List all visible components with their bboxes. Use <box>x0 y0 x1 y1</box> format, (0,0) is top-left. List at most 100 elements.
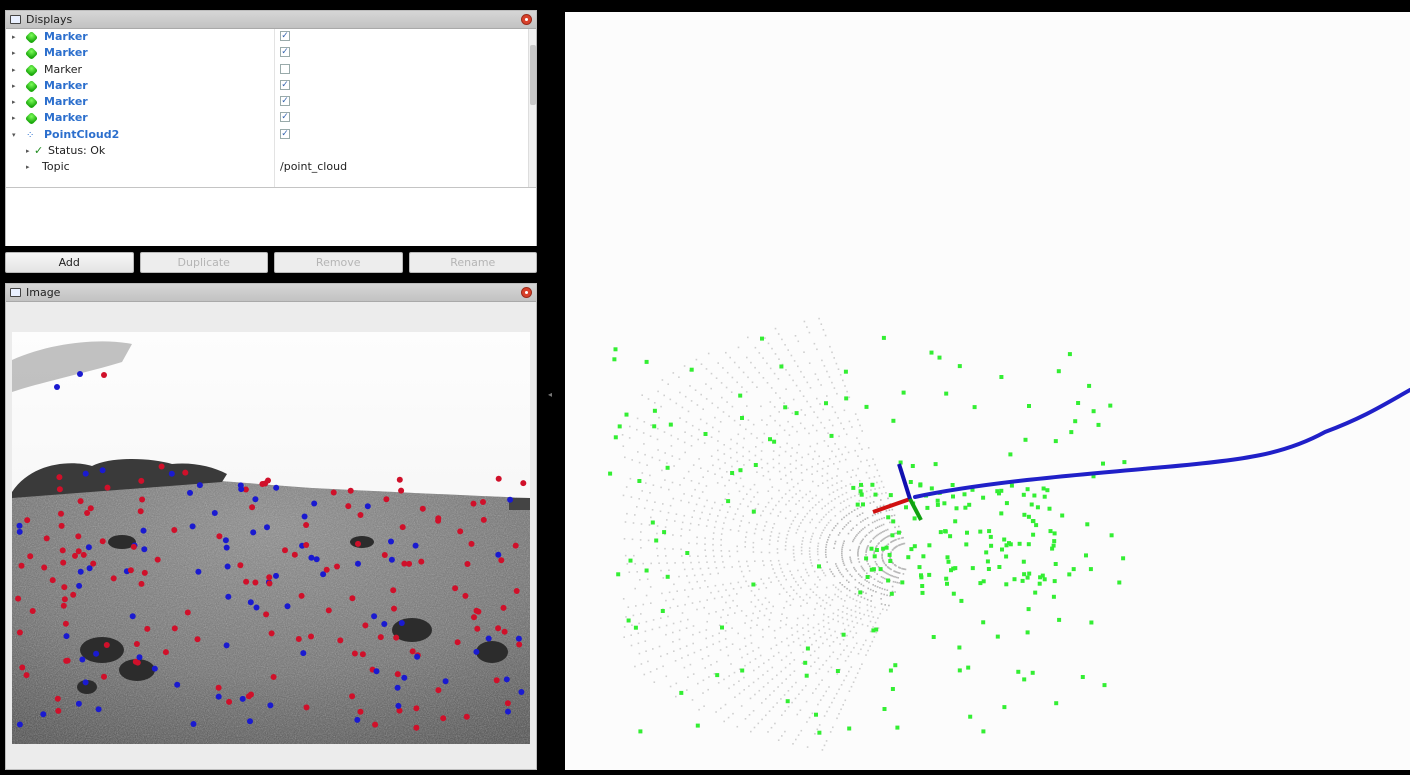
green-point <box>1060 513 1065 518</box>
green-point <box>893 663 898 668</box>
displays-panel-header: Displays <box>6 11 536 29</box>
grey-point <box>837 609 840 611</box>
grey-point <box>689 522 692 525</box>
grey-point <box>778 563 781 566</box>
display-enabled-checkbox[interactable]: ✓ <box>280 128 290 139</box>
grey-point <box>640 613 642 615</box>
grey-point <box>862 568 865 571</box>
grey-point <box>621 434 624 436</box>
grey-point <box>712 464 714 467</box>
display-enabled-checkbox[interactable]: ✓ <box>280 79 290 90</box>
feature-point <box>300 650 307 657</box>
display-row-marker-4[interactable]: ▸ Marker ✓ <box>6 78 536 94</box>
remove-button[interactable]: Remove <box>274 252 403 273</box>
grey-point <box>902 568 904 570</box>
grey-point <box>868 581 870 584</box>
grey-point <box>647 539 650 542</box>
grey-point <box>781 571 784 573</box>
green-point <box>925 505 930 510</box>
grey-point <box>779 424 781 427</box>
grey-point <box>826 561 828 563</box>
3d-render-view[interactable] <box>565 12 1410 770</box>
grey-point <box>824 505 826 507</box>
grey-point <box>841 616 844 619</box>
expand-arrow-icon[interactable]: ▸ <box>26 147 30 156</box>
display-enabled-checkbox[interactable]: ✓ <box>280 112 290 123</box>
grey-point <box>831 424 834 427</box>
grey-point <box>852 538 855 541</box>
display-row-marker-1[interactable]: ▸ Marker ✓ <box>6 29 536 45</box>
display-row-marker-6[interactable]: ▸ Marker ✓ <box>6 110 536 126</box>
grey-point <box>901 537 903 539</box>
close-icon[interactable] <box>521 287 532 298</box>
display-row-pointcloud2[interactable]: ▾ ⁘ PointCloud2 ✓ <box>6 127 536 143</box>
grey-point <box>654 402 656 404</box>
feature-point <box>313 556 320 563</box>
splitter-handle[interactable]: ◂ <box>548 390 553 399</box>
grey-point <box>651 628 654 631</box>
display-enabled-checkbox[interactable] <box>280 63 290 74</box>
expand-arrow-icon[interactable]: ▸ <box>12 114 16 123</box>
duplicate-button[interactable]: Duplicate <box>139 252 268 273</box>
grey-point <box>661 379 664 381</box>
grey-point <box>816 550 819 553</box>
topic-value[interactable]: /point_cloud <box>280 160 348 174</box>
green-point <box>1037 581 1042 586</box>
scrollbar-thumb[interactable] <box>530 45 536 105</box>
grey-point <box>748 570 751 572</box>
grey-point <box>767 659 770 661</box>
display-enabled-checkbox[interactable]: ✓ <box>280 96 290 107</box>
grey-point <box>672 534 674 536</box>
green-point <box>890 533 895 538</box>
grey-point <box>854 610 857 613</box>
grey-point <box>729 529 732 531</box>
expand-arrow-icon[interactable]: ▸ <box>12 98 16 107</box>
display-enabled-checkbox[interactable]: ✓ <box>280 31 290 41</box>
grey-point <box>697 524 700 526</box>
expand-arrow-icon[interactable]: ▸ <box>12 65 16 74</box>
grey-point <box>761 718 763 721</box>
grey-point <box>820 567 822 569</box>
grey-point <box>678 458 681 460</box>
grey-point <box>760 514 762 517</box>
grey-point <box>811 473 813 475</box>
display-row-marker-3[interactable]: ▸ Marker <box>6 62 536 78</box>
grey-point <box>817 559 820 561</box>
grey-point <box>658 416 660 419</box>
grey-point <box>883 537 885 540</box>
expand-arrow-icon[interactable]: ▸ <box>12 81 16 90</box>
status-row[interactable]: ▸ ✓ Status: Ok <box>6 143 536 159</box>
green-point <box>1004 582 1009 587</box>
display-row-marker-2[interactable]: ▸ Marker ✓ <box>6 45 536 61</box>
feature-point <box>54 384 60 390</box>
displays-button-bar: Add Duplicate Remove Rename <box>5 252 537 274</box>
expand-arrow-icon[interactable]: ▸ <box>26 163 30 172</box>
grey-point <box>788 500 790 502</box>
grey-point <box>699 418 702 421</box>
display-enabled-checkbox[interactable]: ✓ <box>280 47 290 58</box>
collapse-arrow-icon[interactable]: ▾ <box>12 130 16 139</box>
grey-point <box>784 466 786 469</box>
grey-point <box>840 480 843 482</box>
grey-point <box>778 489 780 492</box>
tree-scrollbar[interactable] <box>528 29 536 187</box>
display-row-marker-5[interactable]: ▸ Marker ✓ <box>6 94 536 110</box>
topic-row[interactable]: ▸ Topic /point_cloud <box>6 159 536 175</box>
grey-point <box>826 370 828 373</box>
grey-point <box>821 532 823 534</box>
grey-point <box>816 602 818 605</box>
grey-point <box>698 708 700 711</box>
feature-point <box>381 552 388 558</box>
grey-point <box>840 422 842 425</box>
grey-point <box>739 424 741 426</box>
grey-point <box>775 392 777 394</box>
expand-arrow-icon[interactable]: ▸ <box>12 33 16 41</box>
camera-image-view[interactable] <box>12 332 530 744</box>
add-button[interactable]: Add <box>5 252 134 273</box>
grey-point <box>848 504 851 507</box>
feature-point <box>303 522 310 528</box>
close-icon[interactable] <box>521 14 532 25</box>
grey-point <box>890 541 892 544</box>
expand-arrow-icon[interactable]: ▸ <box>12 49 16 58</box>
rename-button[interactable]: Rename <box>408 252 537 273</box>
